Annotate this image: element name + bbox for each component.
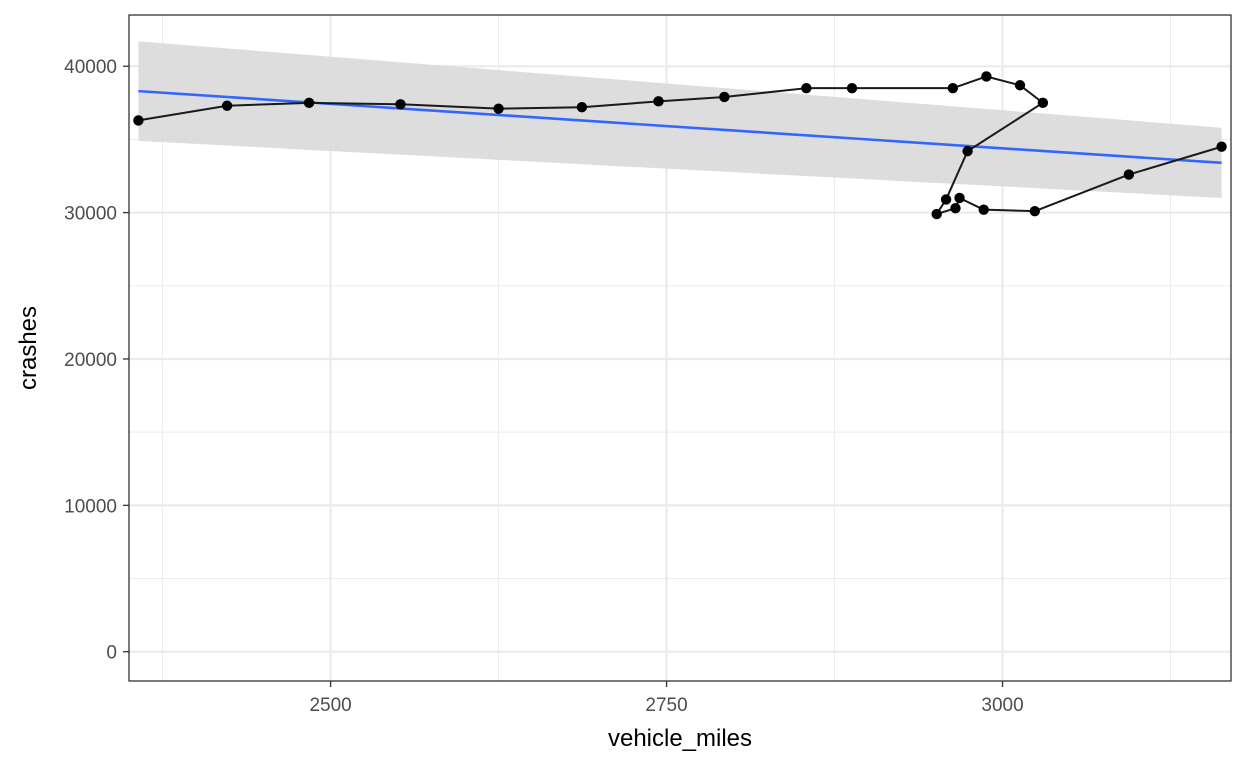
data-point: [1037, 97, 1049, 109]
y-tick-label: 10000: [64, 496, 117, 517]
path-segment: [945, 150, 969, 200]
y-axis-ticks: 0 10000 20000 30000 40000: [64, 57, 129, 664]
data-point: [978, 204, 989, 215]
y-axis-title: crashes: [15, 306, 42, 390]
data-point: [493, 103, 504, 114]
data-point: [846, 82, 858, 94]
path-segment: [967, 101, 1044, 152]
x-tick-label: 3000: [981, 695, 1023, 716]
path-segment: [1034, 173, 1130, 213]
path-segment: [309, 101, 401, 106]
data-point: [950, 203, 961, 214]
data-point: [801, 82, 812, 94]
data-point: [940, 194, 952, 205]
data-points-layer: [133, 71, 1227, 220]
data-point: [133, 115, 144, 126]
y-tick-label: 30000: [64, 204, 117, 225]
path-segment: [581, 100, 659, 109]
data-point: [395, 99, 406, 110]
data-point: [1029, 205, 1040, 217]
x-tick-label: 2500: [309, 695, 351, 716]
path-segment: [983, 208, 1035, 213]
path-segment: [227, 101, 310, 107]
confidence-band-layer: [138, 41, 1222, 198]
y-tick-label: 0: [106, 643, 117, 664]
confidence-band: [138, 41, 1222, 198]
data-point: [221, 100, 233, 111]
data-point: [1123, 169, 1135, 180]
y-tick-label: 20000: [64, 350, 117, 371]
path-segment: [498, 106, 582, 110]
data-point: [931, 208, 942, 220]
path-segment: [138, 104, 228, 122]
data-point: [303, 97, 315, 109]
data-point: [719, 91, 730, 103]
data-point: [1014, 80, 1026, 91]
data-point: [981, 71, 992, 82]
data-point: [653, 96, 664, 107]
x-axis-title: vehicle_miles: [608, 725, 752, 752]
path-segment: [952, 75, 987, 90]
y-tick-label: 40000: [64, 57, 117, 78]
path-segment: [658, 95, 725, 103]
path-segment: [724, 87, 807, 98]
data-point: [576, 102, 588, 113]
data-point: [954, 192, 965, 204]
data-point: [1216, 141, 1227, 152]
data-point: [962, 145, 973, 157]
path-segment: [400, 103, 499, 110]
x-axis-ticks: 2500 2750 3000: [309, 681, 1024, 716]
path-segment: [1128, 145, 1222, 176]
x-tick-label: 2750: [645, 695, 687, 716]
path-segment: [986, 75, 1021, 87]
data-point: [947, 82, 959, 94]
panel-border: [128, 14, 1232, 682]
